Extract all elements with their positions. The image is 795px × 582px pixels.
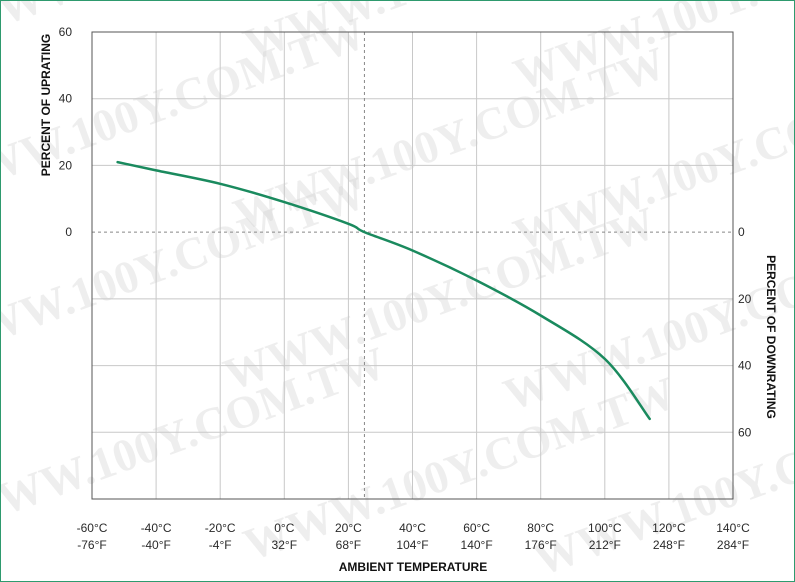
x-tick-label-celsius: 0°C [274, 521, 294, 535]
x-tick-label-fahrenheit: 248°F [653, 538, 685, 552]
x-tick-label-fahrenheit: -76°F [77, 538, 106, 552]
grid-layer [92, 32, 733, 499]
right-y-tick-label: 20 [738, 292, 752, 306]
x-tick-label-fahrenheit: 104°F [396, 538, 428, 552]
x-tick-label-celsius: 120°C [652, 521, 686, 535]
x-tick-label-fahrenheit: -40°F [141, 538, 170, 552]
uprating-curve-line [116, 160, 651, 421]
x-tick-label-celsius: -20°C [205, 521, 236, 535]
x-tick-label-celsius: 60°C [463, 521, 490, 535]
x-tick-label-fahrenheit: 32°F [272, 538, 297, 552]
x-tick-label-fahrenheit: 140°F [461, 538, 493, 552]
right-y-tick-labels: 0 20 40 60 [738, 225, 752, 439]
x-tick-label-fahrenheit: -4°F [209, 538, 232, 552]
x-axis-title: AMBIENT TEMPERATURE [339, 560, 487, 574]
series-layer [116, 160, 651, 421]
left-y-tick-label: 60 [59, 25, 73, 39]
x-tick-labels: -60°C -76°F -40°C -40°F -20°C -4°F 0°C 32°F 20°C… [77, 521, 750, 552]
left-y-tick-label: 0 [65, 225, 72, 239]
x-tick-label-fahrenheit: 212°F [589, 538, 621, 552]
x-tick-label-celsius: 140°C [716, 521, 750, 535]
x-tick-label-celsius: -60°C [77, 521, 108, 535]
x-tick-label-fahrenheit: 176°F [525, 538, 557, 552]
right-y-tick-label: 0 [738, 225, 745, 239]
x-tick-label-fahrenheit: 68°F [336, 538, 361, 552]
left-y-tick-label: 40 [59, 92, 73, 106]
right-y-tick-label: 60 [738, 425, 752, 439]
y-axis-title-left: PERCENT OF UPRATING [39, 34, 53, 176]
x-tick-label-celsius: 80°C [527, 521, 554, 535]
plot-area-border [91, 31, 734, 500]
y-axis-title-right: PERCENT OF DOWNRATING [764, 255, 778, 419]
x-tick-label-celsius: 100°C [588, 521, 622, 535]
left-y-tick-label: 20 [59, 158, 73, 172]
x-tick-label-celsius: 40°C [399, 521, 426, 535]
reference-lines [92, 32, 733, 499]
left-y-tick-labels: 60 40 20 0 [59, 25, 73, 239]
x-tick-label-celsius: -40°C [141, 521, 172, 535]
x-tick-label-celsius: 20°C [335, 521, 362, 535]
x-tick-label-fahrenheit: 284°F [717, 538, 749, 552]
right-y-tick-label: 40 [738, 359, 752, 373]
